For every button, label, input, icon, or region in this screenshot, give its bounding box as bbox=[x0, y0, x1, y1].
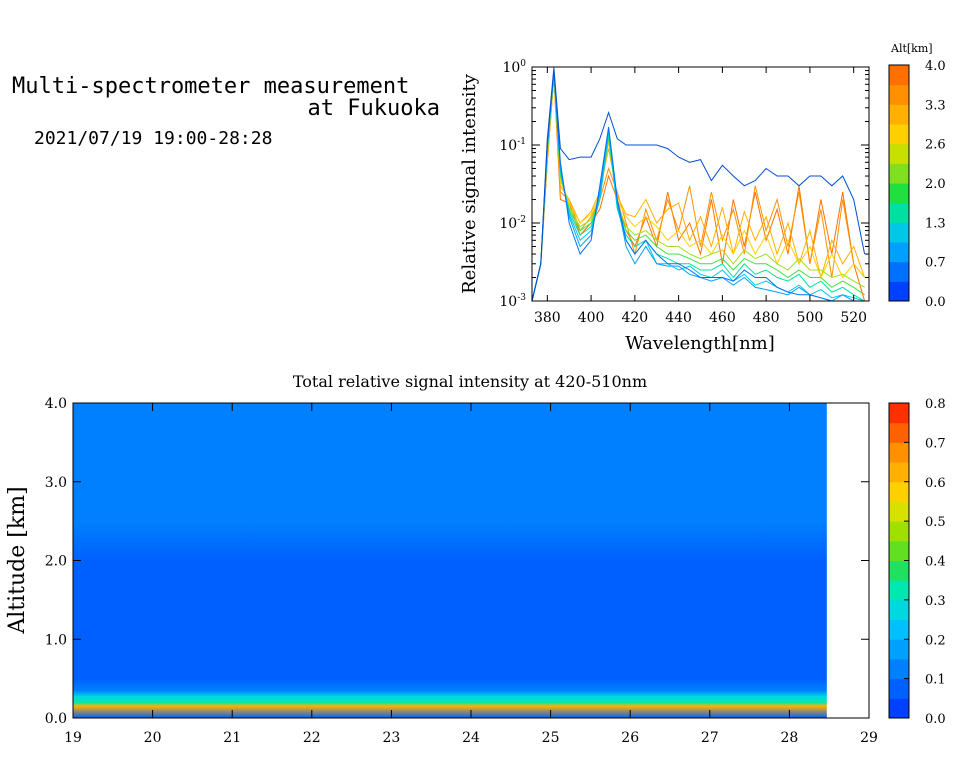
heatmap-colorbar-swatch bbox=[889, 481, 909, 502]
spectrum-colorbar-swatch bbox=[889, 281, 909, 302]
spectrum-colorbar-swatch bbox=[889, 261, 909, 282]
heatmap-x-tick-label: 23 bbox=[382, 730, 400, 746]
heatmap-y-tick-label: 4.0 bbox=[45, 396, 67, 412]
heatmap-colorbar-tick-label: 0.1 bbox=[925, 673, 946, 688]
heatmap-colorbar-tick-label: 0.8 bbox=[925, 397, 946, 412]
heatmap-x-tick-label: 20 bbox=[144, 730, 162, 746]
spectrum-x-tick-label: 380 bbox=[534, 310, 561, 326]
spectrum-chart: 380 400 420 440 460 480 500 52010010-110-210-3 … bbox=[459, 42, 946, 354]
heatmap-colorbar-swatch bbox=[889, 678, 909, 699]
spectrum-colorbar-swatch bbox=[889, 84, 909, 105]
spectrum-series-line bbox=[531, 67, 866, 302]
heatmap-colorbar-tick-label: 0.7 bbox=[925, 436, 946, 451]
spectrum-colorbar-swatch bbox=[889, 222, 909, 243]
measurement-datetime: 2021/07/19 19:00-28:28 bbox=[34, 128, 273, 149]
spectrum-colorbar-tick-label: 0.0 bbox=[925, 295, 946, 310]
spectrum-x-tick-label: 460 bbox=[709, 310, 736, 326]
heatmap-title: Total relative signal intensity at 420-5… bbox=[293, 372, 647, 391]
heatmap-y-tick-label: 0.0 bbox=[45, 711, 67, 727]
spectrum-x-tick-label: 440 bbox=[665, 310, 692, 326]
spectrum-colorbar-swatch bbox=[889, 124, 909, 145]
heatmap-colorbar-swatch bbox=[889, 540, 909, 561]
heatmap-y-tick-label: 2.0 bbox=[45, 554, 67, 570]
spectrum-y-axis-label: Relative signal intensity bbox=[459, 73, 480, 294]
spectrum-colorbar-frame bbox=[888, 64, 910, 302]
heatmap-colorbar-swatch bbox=[889, 501, 909, 522]
spectrum-colorbar-swatch bbox=[889, 143, 909, 164]
spectrum-series-line bbox=[531, 75, 865, 302]
heatmap-colorbar-tick-label: 0.6 bbox=[925, 476, 946, 491]
heatmap-colorbar-swatch bbox=[889, 658, 909, 680]
heatmap-colorbar-tick-label: 0.0 bbox=[925, 712, 946, 727]
heatmap-colorbar-swatch bbox=[889, 403, 909, 424]
spectrum-x-tick-label: 420 bbox=[621, 310, 648, 326]
spectrum-colorbar-label: Alt[km] bbox=[890, 42, 933, 55]
heatmap-colorbar-swatch bbox=[889, 639, 909, 660]
spectrum-colorbar-tick-label: 2.0 bbox=[925, 177, 946, 192]
heatmap-x-tick-label: 22 bbox=[303, 730, 321, 746]
spectrum-x-tick-label: 500 bbox=[797, 310, 824, 326]
heatmap-x-tick-label: 25 bbox=[542, 730, 560, 746]
spectrum-colorbar-swatch bbox=[889, 202, 909, 223]
heatmap-colorbar-tick-label: 0.2 bbox=[925, 633, 946, 648]
heatmap-colorbar-swatch bbox=[889, 521, 909, 542]
spectrum-x-tick-label: 520 bbox=[840, 310, 867, 326]
spectrum-colorbar-tick-label: 2.6 bbox=[925, 138, 946, 153]
spectrum-colorbar-tick-label: 0.7 bbox=[925, 256, 946, 271]
spectrum-x-tick-label: 480 bbox=[753, 310, 780, 326]
spectrum-colorbar-swatch bbox=[889, 183, 909, 204]
heatmap-colorbar-swatch bbox=[889, 560, 909, 581]
spectrum-colorbar-tick-label: 3.3 bbox=[925, 98, 946, 113]
page-title: Multi-spectrometer measurement bbox=[12, 74, 410, 99]
spectrum-colorbar-swatch bbox=[889, 104, 909, 125]
heatmap-x-tick-label: 27 bbox=[701, 730, 719, 746]
heatmap-x-tick-label: 21 bbox=[223, 730, 241, 746]
spectrum-series-line bbox=[531, 72, 865, 302]
spectrum-series-line bbox=[531, 71, 865, 302]
spectrum-lines bbox=[531, 67, 866, 302]
heatmap-x-tick-label: 29 bbox=[860, 730, 878, 746]
spectrum-colorbar-tick-label: 1.3 bbox=[925, 216, 946, 231]
heatmap-y-tick-label: 3.0 bbox=[45, 475, 67, 491]
page-subtitle: at Fukuoka bbox=[307, 96, 440, 121]
spectrum-series-line bbox=[531, 74, 866, 302]
heatmap-colorbar-swatch bbox=[889, 462, 909, 483]
spectrum-colorbar-swatch bbox=[889, 65, 909, 86]
spectrum-series-line bbox=[531, 73, 865, 302]
spectrum-x-tick-label: 400 bbox=[578, 310, 605, 326]
heatmap-x-tick-label: 26 bbox=[621, 730, 639, 746]
heatmap-y-tick-label: 1.0 bbox=[45, 632, 67, 648]
spectrum-x-axis-label: Wavelength[nm] bbox=[625, 333, 775, 354]
heatmap-colorbar-swatch bbox=[889, 619, 909, 640]
heatmap-x-tick-label: 24 bbox=[462, 730, 480, 746]
heatmap-colorbar-tick-label: 0.3 bbox=[925, 594, 946, 609]
heatmap-colorbar-tick-label: 0.5 bbox=[925, 515, 946, 530]
heatmap-colorbar-swatch bbox=[889, 580, 909, 601]
spectrum-plot-frame bbox=[531, 66, 870, 302]
spectrum-series-line bbox=[531, 71, 865, 302]
heatmap-x-tick-label: 19 bbox=[64, 730, 82, 746]
heatmap-field bbox=[73, 403, 827, 718]
heatmap-x-tick-label: 28 bbox=[780, 730, 798, 746]
heatmap-colorbar-swatch bbox=[889, 599, 909, 621]
heatmap-colorbar-tick-label: 0.4 bbox=[925, 555, 946, 570]
spectrum-series-line bbox=[531, 72, 865, 302]
spectrum-series-line bbox=[531, 72, 865, 302]
heatmap-colorbar-swatch bbox=[889, 698, 909, 719]
spectrum-colorbar-tick-label: 4.0 bbox=[925, 59, 946, 74]
heatmap-colorbar-swatch bbox=[889, 422, 909, 443]
spectrum-colorbar-swatch bbox=[889, 163, 909, 184]
heatmap-colorbar-swatch bbox=[889, 442, 909, 463]
spectrum-series-line bbox=[531, 70, 865, 302]
spectrum-colorbar-swatch bbox=[889, 242, 909, 263]
heatmap-y-axis-label: Altitude [km] bbox=[5, 486, 30, 634]
